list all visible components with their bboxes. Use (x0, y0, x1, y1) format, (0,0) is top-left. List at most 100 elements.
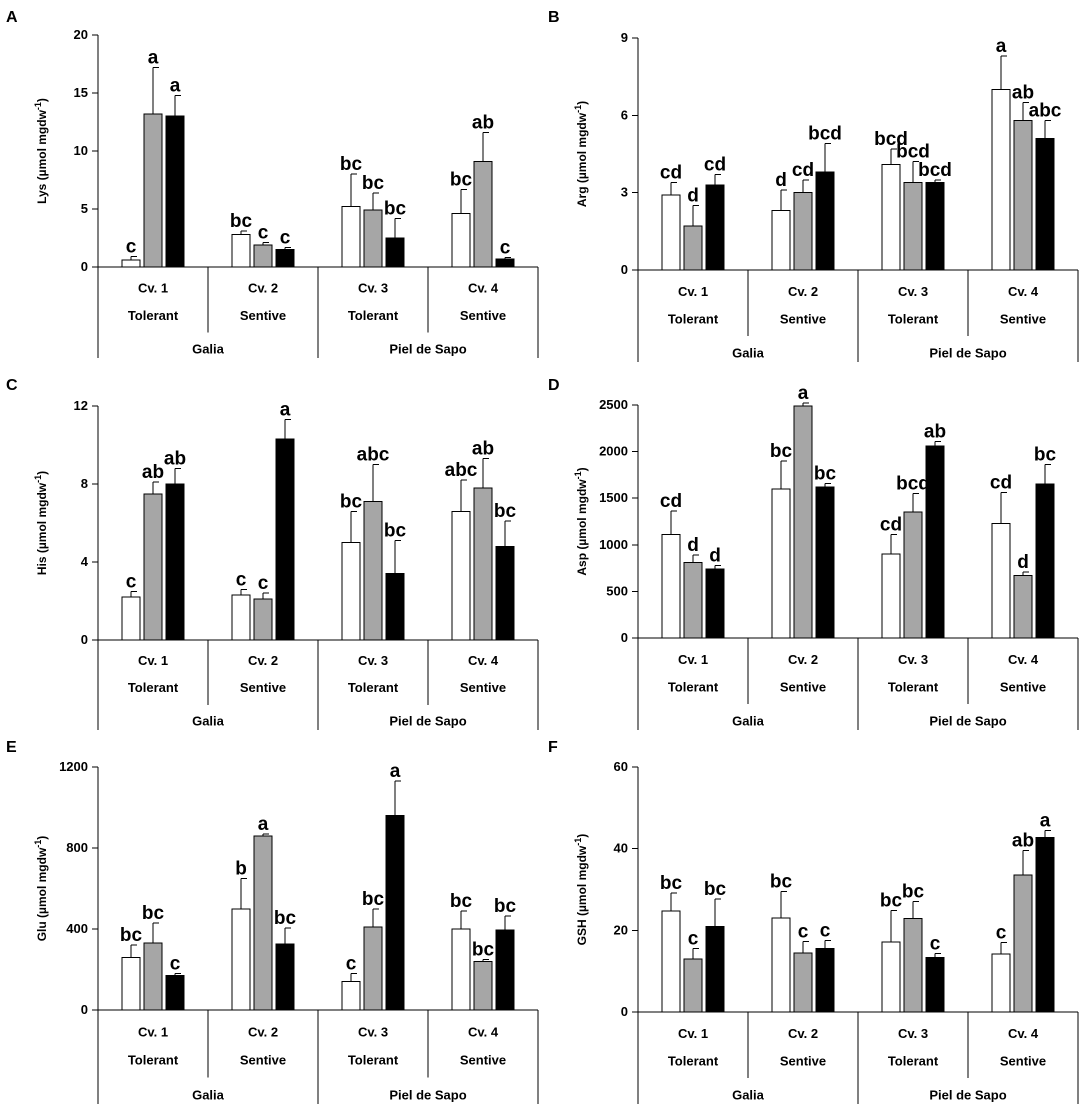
significance-label: cd (660, 162, 682, 183)
significance-label: abc (445, 460, 478, 481)
bar-treatment2 (495, 545, 515, 641)
tolerance-label: Sentive (460, 680, 506, 695)
y-tick-label: 800 (66, 840, 88, 855)
bar-control (451, 213, 471, 268)
significance-label: ab (472, 439, 494, 460)
y-tick-label: 0 (621, 1004, 628, 1019)
bar-control (771, 488, 791, 639)
bar-treatment1 (143, 942, 163, 1011)
y-axis-title: Glu (µmol mgdw-1) (33, 836, 49, 942)
bar-treatment2 (925, 445, 945, 639)
y-tick-label: 0 (81, 632, 88, 647)
bar-control (451, 928, 471, 1011)
y-tick-label: 20 (614, 922, 628, 937)
significance-label: bc (340, 491, 363, 512)
panel-e: E 0 400 800 1200 Glu (µmol mgdw-1) Cv. 1 Tolera… (6, 739, 539, 1104)
significance-label: c (280, 227, 291, 248)
group-label: Galia (192, 714, 225, 729)
significance-label: ab (924, 421, 946, 442)
category-label: Cv. 1 (138, 280, 168, 295)
significance-label: cd (660, 491, 682, 512)
bar-treatment1 (143, 113, 163, 268)
significance-label: bc (704, 879, 727, 900)
y-tick-label: 5 (81, 201, 88, 216)
y-tick-label: 40 (614, 841, 628, 856)
significance-label: abc (1029, 100, 1062, 121)
category-label: Cv. 4 (1008, 652, 1039, 667)
significance-label: c (798, 921, 809, 942)
tolerance-label: Tolerant (348, 308, 399, 323)
tolerance-label: Tolerant (888, 311, 939, 326)
significance-label: bc (660, 873, 683, 894)
y-tick-label: 12 (74, 398, 88, 413)
bar-treatment2 (385, 237, 405, 268)
significance-label: bc (770, 872, 793, 893)
significance-label: bc (494, 501, 517, 522)
significance-label: bc (880, 891, 903, 912)
bar-treatment2 (495, 258, 515, 268)
category-label: Cv. 1 (678, 1026, 708, 1041)
y-tick-label: 60 (614, 759, 628, 774)
bar-control (881, 941, 901, 1013)
bar-control (991, 953, 1011, 1013)
significance-label: ab (142, 462, 164, 483)
significance-label: d (687, 186, 699, 207)
category-label: Cv. 4 (468, 653, 499, 668)
significance-label: bcd (896, 142, 930, 163)
significance-label: bcd (896, 474, 930, 495)
significance-label: c (930, 934, 941, 955)
group-label: Piel de Sapo (389, 1087, 466, 1102)
bar-control (341, 542, 361, 641)
bar-treatment1 (473, 160, 493, 268)
tolerance-label: Tolerant (128, 308, 179, 323)
significance-label: a (148, 47, 159, 68)
category-label: Cv. 1 (138, 1024, 168, 1039)
y-axis-title: Arg (µmol mgdw-1) (573, 101, 589, 207)
bar-treatment1 (793, 192, 813, 271)
significance-label: c (236, 569, 247, 590)
group-label: Piel de Sapo (389, 341, 466, 356)
bar-treatment1 (903, 181, 923, 271)
bar-treatment1 (363, 926, 383, 1011)
category-label: Cv. 1 (138, 653, 168, 668)
panel-letter: B (548, 9, 560, 26)
category-label: Cv. 1 (678, 284, 708, 299)
significance-label: ab (472, 112, 494, 133)
significance-label: d (709, 545, 721, 566)
bar-treatment2 (385, 815, 405, 1011)
y-tick-label: 15 (74, 85, 88, 100)
bar-control (231, 234, 251, 268)
tolerance-label: Sentive (780, 1053, 826, 1068)
tolerance-label: Tolerant (888, 679, 939, 694)
bar-treatment1 (253, 835, 273, 1011)
panel-letter: F (548, 739, 558, 756)
significance-label: ab (164, 448, 186, 469)
panel-d: D 0 500 1000 1500 2000 2500 Asp (µmol mgdw-1) Cv… (548, 377, 1079, 730)
bar-control (991, 522, 1011, 639)
y-tick-label: 10 (74, 143, 88, 158)
bar-treatment1 (793, 405, 813, 639)
y-tick-label: 0 (81, 259, 88, 274)
bar-treatment1 (363, 501, 383, 641)
category-label: Cv. 2 (788, 1026, 818, 1041)
bar-treatment2 (385, 573, 405, 641)
significance-label: c (500, 238, 511, 259)
significance-label: a (798, 383, 809, 404)
panel-letter: D (548, 377, 560, 394)
significance-label: a (996, 36, 1007, 57)
significance-label: bc (384, 198, 407, 219)
significance-label: bc (472, 939, 495, 960)
bar-treatment2 (165, 115, 185, 268)
bar-control (771, 917, 791, 1013)
category-label: Cv. 3 (358, 653, 388, 668)
significance-label: abc (357, 445, 390, 466)
category-label: Cv. 2 (788, 652, 818, 667)
y-axis-title: His (µmol mgdw-1) (33, 471, 49, 575)
significance-label: bc (1034, 445, 1057, 466)
group-label: Piel de Sapo (389, 714, 466, 729)
bar-control (451, 510, 471, 641)
tolerance-label: Sentive (240, 680, 286, 695)
category-label: Cv. 4 (1008, 284, 1039, 299)
category-label: Cv. 3 (898, 652, 928, 667)
